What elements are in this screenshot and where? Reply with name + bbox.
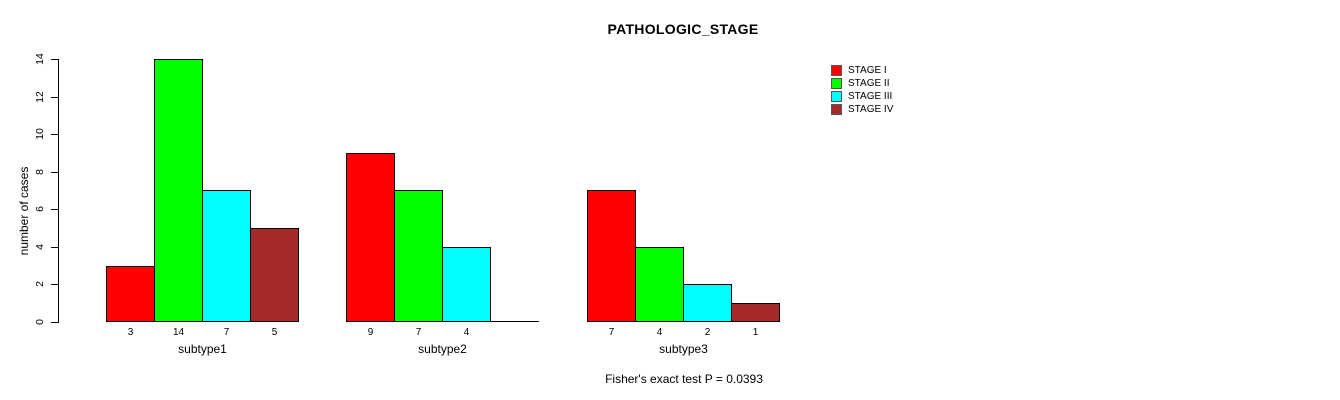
bar-value-label: 2 [704,327,711,338]
fisher-test-annotation: Fisher's exact test P = 0.0393 [605,372,763,386]
legend-label: STAGE I [848,65,887,76]
category-label: subtype2 [418,342,467,356]
y-tick [51,59,58,60]
y-tick-label: 0 [34,319,46,325]
bar [683,284,732,322]
bar [442,247,491,322]
bar-value-label: 7 [608,327,615,338]
bar [106,266,155,322]
y-tick [51,322,58,323]
legend-swatch [831,65,842,76]
legend-swatch [831,104,842,115]
y-tick [51,134,58,136]
legend-swatch [831,91,842,102]
legend-item: STAGE III [831,90,892,103]
legend-label: STAGE II [848,78,890,89]
bar [250,228,299,322]
chart-title: PATHOLOGIC_STAGE [607,21,759,37]
y-tick-label: 6 [34,206,46,213]
bar-value-label: 5 [271,327,278,338]
y-axis-line [58,59,59,323]
y-tick [51,209,58,211]
y-tick-label: 4 [34,243,46,250]
bar [731,303,780,322]
legend-item: STAGE I [831,64,887,77]
y-tick-label: 2 [34,281,46,288]
bar-value-label: 1 [752,327,759,338]
legend-item: STAGE IV [831,103,893,116]
bar [635,247,684,322]
bar-value-label: 3 [127,327,134,338]
bar-value-label: 7 [223,327,230,338]
bar-zero-line [490,321,539,322]
bar [202,190,251,322]
y-tick [51,96,58,98]
bar-value-label: 14 [172,327,185,338]
legend-swatch [831,78,842,89]
legend-label: STAGE III [848,91,893,102]
bar [394,190,443,322]
y-tick [51,246,58,248]
legend-item: STAGE II [831,77,890,90]
y-tick-label: 10 [34,128,46,140]
bar-value-label: 4 [463,327,470,338]
legend-label: STAGE IV [848,104,894,115]
y-tick-label: 12 [34,90,46,103]
y-tick [51,171,58,173]
y-tick-label: 8 [34,168,46,175]
bar [587,190,636,322]
bar-value-label: 4 [656,327,663,338]
y-axis-label: number of cases [17,166,31,256]
bar [154,59,203,322]
bar-value-label: 9 [367,327,374,338]
y-tick [51,284,58,286]
y-tick-label: 14 [34,53,46,65]
bar [346,153,395,322]
category-label: subtype1 [178,342,227,356]
bar-value-label: 7 [415,327,422,338]
category-label: subtype3 [659,342,708,356]
